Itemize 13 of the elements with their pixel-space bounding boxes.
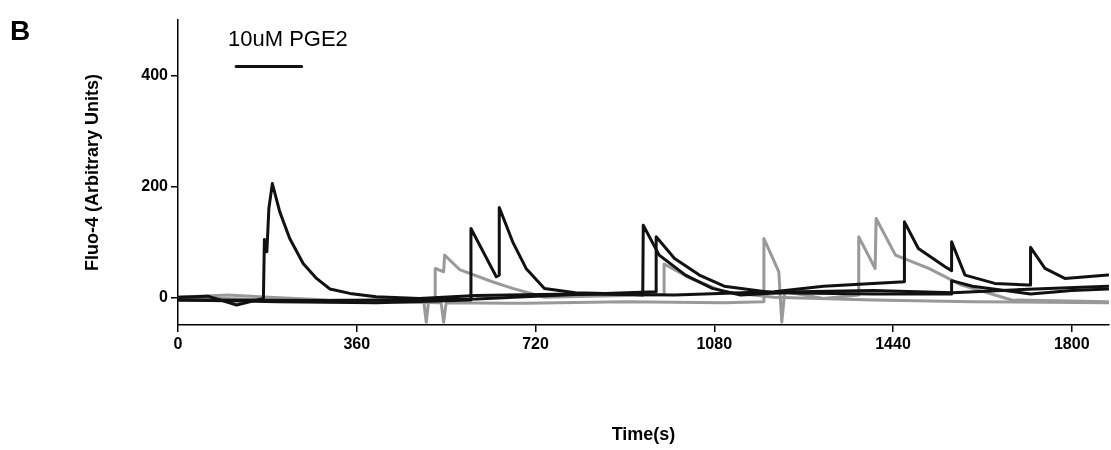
- x-tick-label: 1080: [696, 335, 733, 353]
- y-tick-label: 0: [159, 287, 169, 305]
- text: B: [10, 15, 31, 46]
- x-axis-title: Time(s): [611, 424, 676, 445]
- x-tick-label: 360: [343, 335, 371, 353]
- y-axis-title: Fluo-4 (Arbitrary Units): [81, 73, 102, 272]
- x-tick-label: 1800: [1053, 335, 1090, 353]
- x-tick-label: 1440: [875, 335, 911, 353]
- y-tick-label: 200: [141, 176, 169, 194]
- x-tick-label: 720: [522, 335, 549, 353]
- x-tick-label: 0: [173, 335, 183, 353]
- y-tick-label: 400: [141, 65, 169, 83]
- annotation: 10uM PGE2: [228, 26, 348, 51]
